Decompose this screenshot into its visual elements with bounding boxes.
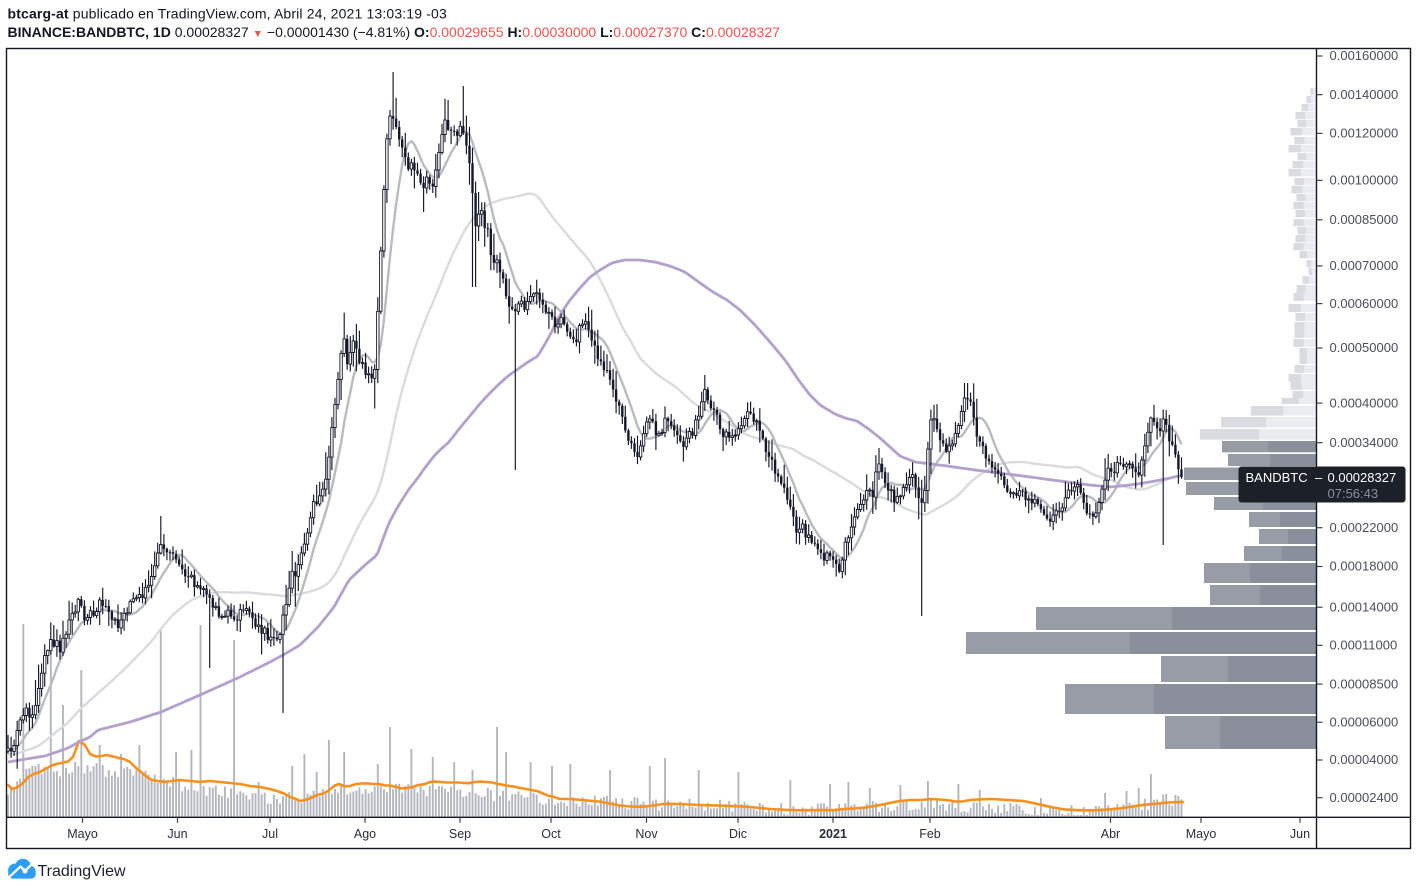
svg-text:0.00004000: 0.00004000 (1330, 752, 1399, 767)
svg-text:Ago: Ago (354, 827, 376, 841)
svg-text:0.00160000: 0.00160000 (1330, 48, 1399, 63)
svg-text:0.00040000: 0.00040000 (1330, 395, 1399, 410)
svg-text:Mayo: Mayo (67, 827, 98, 841)
svg-text:0.00008500: 0.00008500 (1330, 676, 1399, 691)
svg-text:0.00028327: 0.00028327 (1328, 470, 1397, 485)
svg-text:07:56:43: 07:56:43 (1328, 486, 1379, 501)
svg-text:BANDBTC: BANDBTC (1246, 470, 1308, 485)
svg-text:0.00100000: 0.00100000 (1330, 173, 1399, 188)
svg-text:Jun: Jun (167, 827, 187, 841)
svg-text:BINANCE:BANDBTC, 1D 0.0002832: BINANCE:BANDBTC, 1D 0.00028327 ▼ −0.0000… (8, 24, 781, 40)
svg-text:0.00085000: 0.00085000 (1330, 212, 1399, 227)
svg-text:0.00011000: 0.00011000 (1330, 638, 1398, 653)
svg-text:0.00060000: 0.00060000 (1330, 296, 1399, 311)
svg-text:btcarg-at publicado en Trading: btcarg-at publicado en TradingView.com, … (8, 6, 447, 22)
svg-text:Oct: Oct (541, 827, 561, 841)
svg-text:0.00006000: 0.00006000 (1330, 714, 1399, 729)
svg-text:Jun: Jun (1290, 827, 1310, 841)
svg-text:0.00018000: 0.00018000 (1330, 559, 1399, 574)
svg-text:2021: 2021 (819, 827, 847, 841)
svg-text:0.00014000: 0.00014000 (1330, 599, 1399, 614)
svg-text:0.00022000: 0.00022000 (1330, 520, 1399, 535)
svg-text:Abr: Abr (1101, 827, 1120, 841)
svg-text:Dic: Dic (729, 827, 747, 841)
svg-text:0.00050000: 0.00050000 (1330, 340, 1399, 355)
svg-text:–: – (1315, 470, 1323, 485)
svg-text:0.00002400: 0.00002400 (1330, 790, 1399, 805)
svg-text:Sep: Sep (449, 827, 471, 841)
svg-text:0.00140000: 0.00140000 (1330, 87, 1399, 102)
svg-text:Mayo: Mayo (1186, 827, 1217, 841)
svg-text:Feb: Feb (919, 827, 941, 841)
svg-text:Jul: Jul (262, 827, 278, 841)
svg-text:Nov: Nov (635, 827, 658, 841)
svg-text:0.00070000: 0.00070000 (1330, 258, 1399, 273)
svg-text:TradingView: TradingView (38, 863, 126, 880)
svg-text:0.00034000: 0.00034000 (1330, 435, 1399, 450)
svg-text:0.00120000: 0.00120000 (1330, 126, 1399, 141)
